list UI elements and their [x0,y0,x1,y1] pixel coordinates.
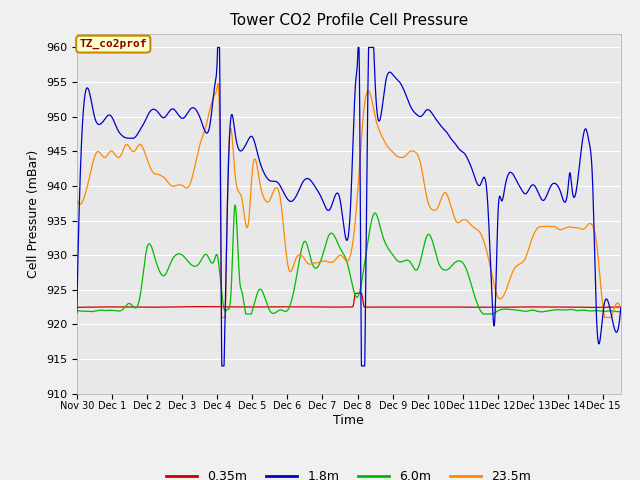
X-axis label: Time: Time [333,414,364,427]
Y-axis label: Cell Pressure (mBar): Cell Pressure (mBar) [28,149,40,278]
Text: TZ_co2prof: TZ_co2prof [79,39,147,49]
Legend: 0.35m, 1.8m, 6.0m, 23.5m: 0.35m, 1.8m, 6.0m, 23.5m [161,465,536,480]
Title: Tower CO2 Profile Cell Pressure: Tower CO2 Profile Cell Pressure [230,13,468,28]
